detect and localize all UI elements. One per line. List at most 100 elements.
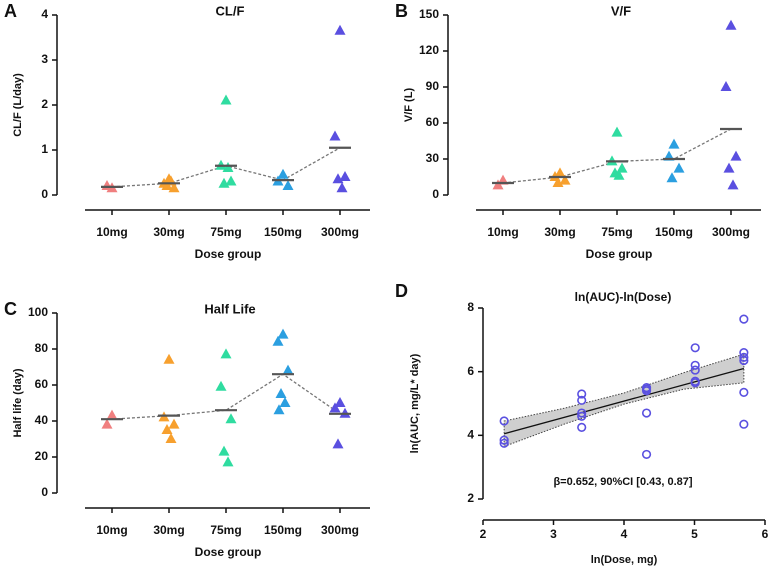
y-tick-label: 4 — [467, 428, 474, 442]
point — [666, 172, 678, 183]
chart-title: ln(AUC)-ln(Dose) — [575, 290, 672, 304]
point — [577, 408, 587, 418]
point — [720, 81, 732, 91]
x-tick-label: 150mg — [264, 523, 302, 537]
point — [218, 445, 230, 456]
point — [690, 343, 700, 353]
y-tick-label: 40 — [35, 413, 49, 427]
mean-line — [111, 373, 341, 420]
point — [611, 126, 623, 137]
point — [106, 409, 118, 420]
point — [332, 173, 344, 184]
point — [492, 179, 504, 190]
x-tick-label: 5 — [691, 527, 698, 541]
point — [739, 314, 749, 324]
x-tick-label: 30mg — [544, 225, 575, 239]
y-tick-label: 1 — [41, 142, 48, 156]
y-tick-label: 90 — [426, 79, 440, 93]
x-tick-label: 300mg — [321, 523, 359, 537]
y-tick-label: 80 — [35, 341, 49, 355]
point — [499, 438, 509, 448]
point — [552, 177, 564, 187]
point — [739, 352, 749, 362]
point — [163, 353, 175, 364]
panel-label: D — [395, 281, 408, 301]
point — [499, 435, 509, 445]
point — [673, 162, 685, 173]
x-tick-label: 30mg — [153, 225, 184, 239]
point — [334, 24, 346, 35]
y-axis-label: Half life (day) — [12, 368, 24, 437]
x-tick-label: 10mg — [96, 523, 127, 537]
point — [559, 174, 571, 185]
point — [225, 175, 237, 186]
point — [334, 397, 346, 407]
point — [577, 422, 587, 432]
point — [554, 167, 566, 178]
point — [279, 397, 291, 407]
y-tick-label: 2 — [41, 97, 48, 111]
x-tick-label: 3 — [550, 527, 557, 541]
point — [277, 328, 289, 339]
x-tick-label: 30mg — [153, 523, 184, 537]
point — [161, 424, 173, 434]
point — [272, 335, 284, 346]
point — [329, 402, 341, 413]
x-axis-label: Dose group — [586, 247, 653, 261]
panel-label: B — [395, 1, 408, 21]
point — [101, 418, 113, 429]
y-tick-label: 6 — [467, 364, 474, 378]
point — [332, 438, 344, 449]
point — [690, 378, 700, 388]
chart-title: Half Life — [204, 301, 255, 316]
point — [165, 433, 177, 443]
chart-title: V/F — [611, 3, 631, 18]
point — [339, 171, 351, 181]
y-tick-label: 30 — [426, 151, 440, 165]
y-tick-label: 0 — [41, 187, 48, 201]
point — [215, 380, 227, 391]
point — [739, 387, 749, 397]
panel-label: A — [4, 1, 17, 21]
point — [739, 355, 749, 366]
x-tick-label: 300mg — [321, 225, 359, 239]
point — [739, 419, 749, 429]
x-axis-label: Dose group — [195, 247, 262, 261]
x-tick-label: 75mg — [601, 225, 632, 239]
point — [273, 404, 285, 415]
x-axis-label: ln(Dose, mg) — [591, 554, 658, 566]
point — [275, 388, 287, 398]
point — [225, 413, 237, 424]
point — [730, 150, 742, 161]
point — [220, 348, 232, 359]
point — [577, 395, 587, 405]
point — [613, 169, 625, 180]
y-tick-label: 100 — [28, 305, 48, 319]
point — [577, 411, 587, 421]
y-tick-label: 8 — [467, 300, 474, 314]
x-tick-label: 10mg — [96, 225, 127, 239]
point — [641, 449, 652, 460]
x-tick-label: 300mg — [712, 225, 750, 239]
x-tick-label: 75mg — [210, 225, 241, 239]
x-tick-label: 150mg — [655, 225, 693, 239]
point — [218, 177, 230, 188]
x-tick-label: 75mg — [210, 523, 241, 537]
y-tick-label: 0 — [41, 485, 48, 499]
x-axis-label: Dose group — [195, 545, 262, 559]
x-tick-label: 2 — [480, 527, 487, 541]
y-tick-label: 60 — [35, 377, 49, 391]
x-tick-label: 150mg — [264, 225, 302, 239]
point — [690, 365, 700, 375]
point — [668, 138, 680, 149]
point — [336, 182, 348, 193]
y-tick-label: 20 — [35, 449, 49, 463]
y-axis-label: CL/F (L/day) — [12, 73, 24, 137]
y-tick-label: 0 — [432, 187, 439, 201]
point — [220, 94, 232, 105]
point — [499, 416, 509, 426]
y-axis-label: V/F (L) — [403, 88, 415, 123]
point — [168, 418, 180, 429]
point — [329, 130, 341, 141]
